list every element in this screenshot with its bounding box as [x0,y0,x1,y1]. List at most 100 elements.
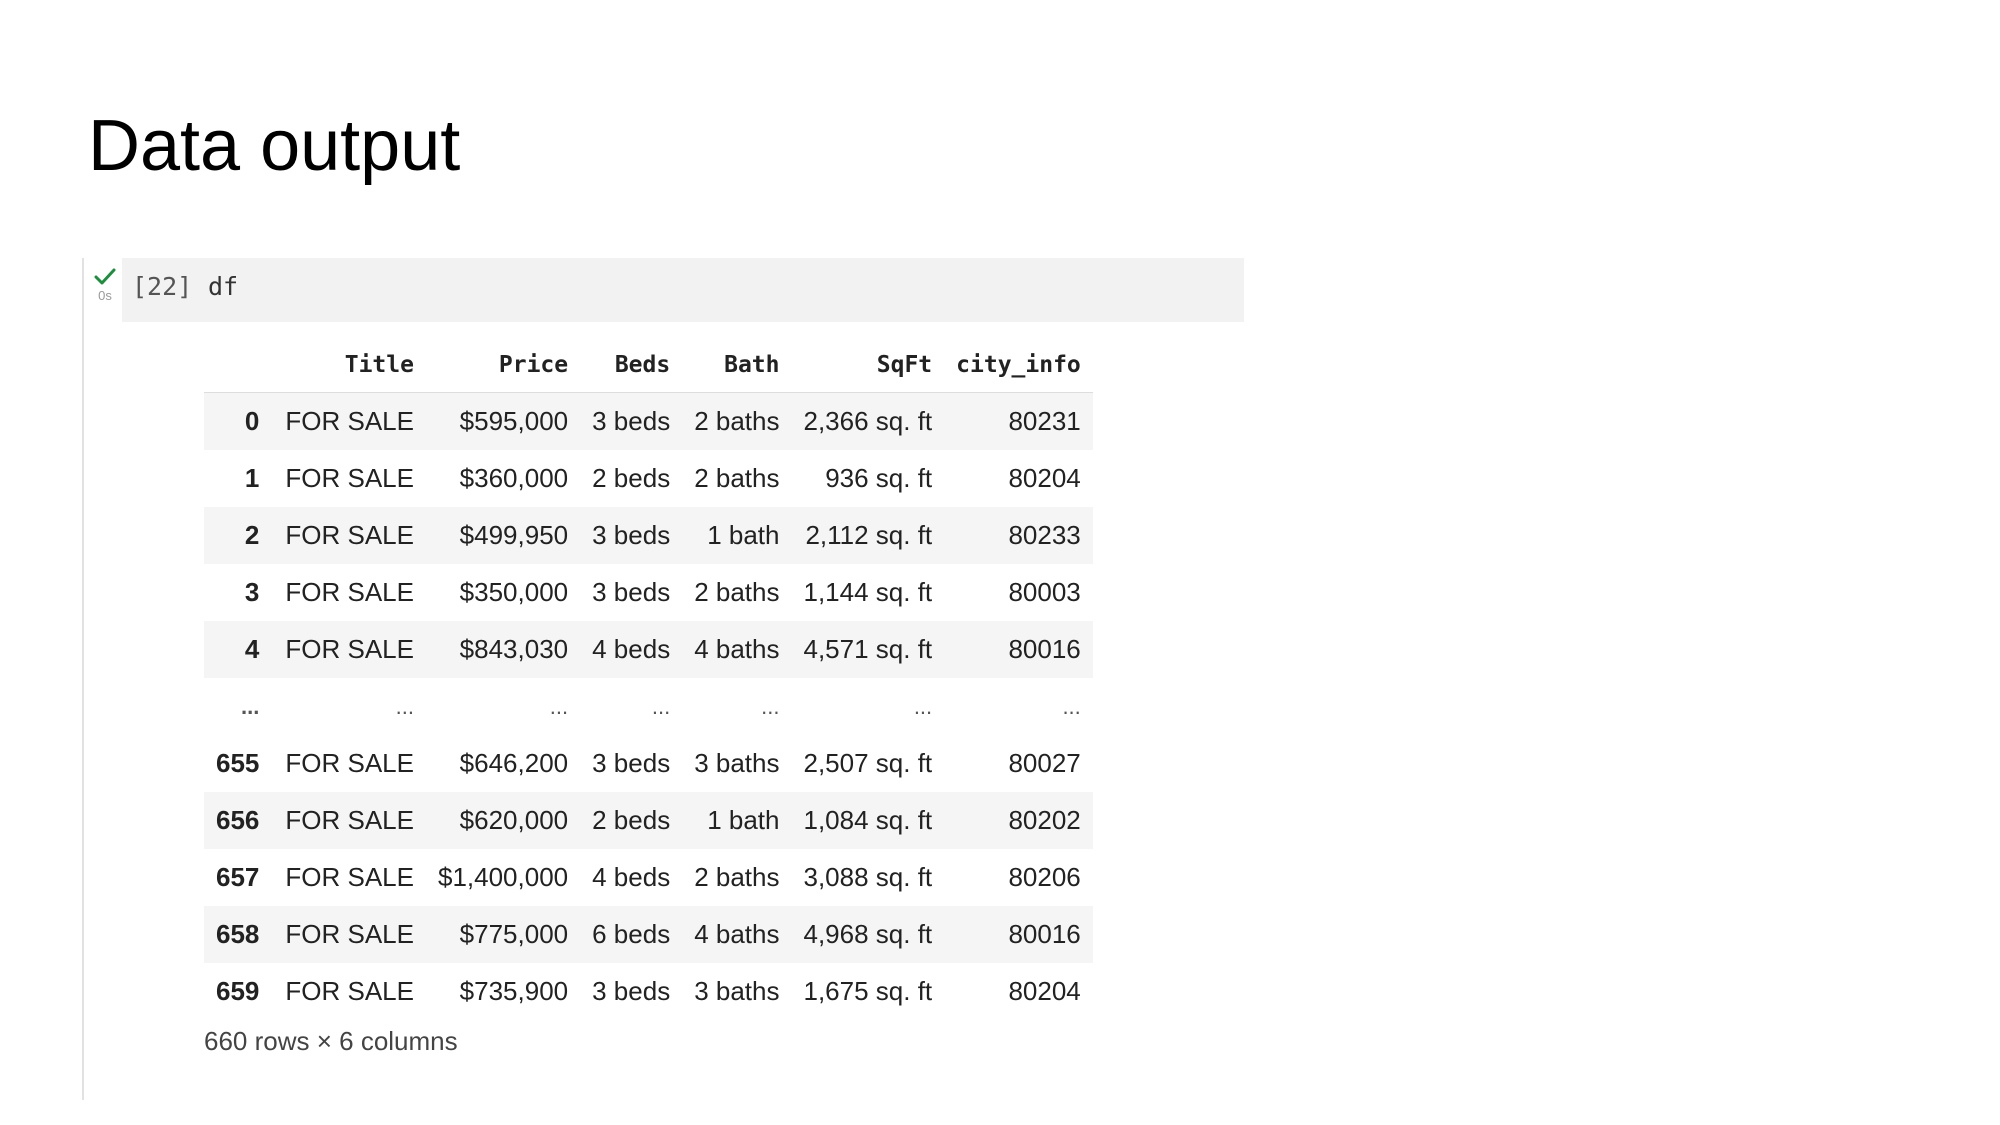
cell-bath: 1 bath [682,792,792,849]
cell-city-info: 80016 [944,906,1093,963]
cell-beds: 3 beds [592,577,671,607]
cell-sqft: 4,968 sq. ft [791,906,945,963]
table-row: 3 FOR SALE $350,000 3 beds 2 baths 1,144 sq. … [204,564,1093,621]
cell-bath: 3 baths [694,748,780,778]
cell-title: FOR SALE [273,906,426,963]
column-header-price: Price [425,338,581,393]
cell-beds: 6 beds [580,906,683,963]
cell-city-info: 80231 [944,392,1093,450]
cell-price: $350,000 [459,577,569,607]
cell-beds: 4 beds [592,862,671,892]
table-body: 0 FOR SALE $595,000 3 beds 2 baths 2,366 sq. … [204,392,1093,1021]
cell-price: $499,950 [425,507,581,564]
cell-price: ... [549,693,569,719]
cell-title: FOR SALE [285,463,414,493]
cell-title: FOR SALE [285,748,414,778]
table-row: 4 FOR SALE $843,030 4 beds 4 baths 4,571 sq. … [204,621,1093,678]
cell-output: Title Price Beds Bath SqFt city_info 0 FO… [204,338,1093,1057]
table-row: 658 FOR SALE $775,000 6 beds 4 baths 4,968 sq… [204,906,1093,963]
cell-bath: 3 baths [694,976,780,1006]
cell-beds: ... [651,693,671,719]
cell-city-info: 80016 [944,621,1093,678]
table-row: 656 FOR SALE $620,000 2 beds 1 bath 1,084 sq.… [204,792,1093,849]
cell-index: 659 [216,976,260,1006]
table-row: 655 FOR SALE $646,200 3 beds 3 baths 2,507 sq… [204,735,1093,792]
cell-city-info: 80204 [1008,976,1081,1006]
cell-title: FOR SALE [285,577,414,607]
cell-price: $620,000 [425,792,581,849]
cell-sqft: 1,084 sq. ft [791,792,945,849]
cell-price: $1,400,000 [437,862,569,892]
cell-beds: 2 beds [580,792,683,849]
cell-index: 658 [204,906,274,963]
cell-sqft: 2,112 sq. ft [791,507,945,564]
cell-price: $360,000 [459,463,569,493]
cell-bath: 2 baths [694,577,780,607]
table-row: 0 FOR SALE $595,000 3 beds 2 baths 2,366 sq. … [204,392,1093,450]
code-cell[interactable]: [22] df [122,258,1244,322]
code-editor[interactable]: df [208,272,239,301]
slide-title: Data output [88,106,461,186]
execution-count: [22] [132,272,193,301]
cell-index: 3 [244,577,260,607]
cell-index: 656 [204,792,274,849]
cell-beds: 4 beds [580,621,683,678]
cell-index: 2 [204,507,274,564]
cell-sqft: 1,675 sq. ft [803,976,933,1006]
cell-title: FOR SALE [273,507,426,564]
cell-title: ... [395,693,414,719]
cell-title: FOR SALE [273,621,426,678]
cell-bath: 4 baths [682,906,792,963]
cell-run-status[interactable]: 0s [90,268,120,303]
cell-beds: 3 beds [580,392,683,450]
cell-bath: 2 baths [694,463,780,493]
cell-city-info: 80027 [1008,748,1081,778]
table-header-row: Title Price Beds Bath SqFt city_info [204,338,1093,393]
cell-bath: ... [761,693,780,719]
table-row: 2 FOR SALE $499,950 3 beds 1 bath 2,112 sq. f… [204,507,1093,564]
table-row: 1 FOR SALE $360,000 2 beds 2 baths 936 sq. ft… [204,450,1093,507]
cell-bath: 2 baths [682,392,792,450]
cell-price: $775,000 [425,906,581,963]
cell-title: FOR SALE [273,792,426,849]
cell-sqft: ... [913,693,933,719]
cell-left-border [82,258,84,1100]
cell-price: $735,900 [459,976,569,1006]
cell-beds: 3 beds [580,507,683,564]
column-header-title: Title [273,338,426,393]
cell-price: $646,200 [459,748,569,778]
table-row: 657 FOR SALE $1,400,000 4 beds 2 baths 3,088 … [204,849,1093,906]
column-header-beds: Beds [580,338,683,393]
check-icon [94,268,116,285]
cell-sqft: 1,144 sq. ft [803,577,933,607]
dataframe-table: Title Price Beds Bath SqFt city_info 0 FO… [204,338,1093,1020]
cell-title: FOR SALE [273,392,426,450]
cell-bath: 4 baths [682,621,792,678]
cell-index: 655 [216,748,260,778]
cell-index: 4 [204,621,274,678]
cell-sqft: 3,088 sq. ft [803,862,933,892]
cell-sqft: 4,571 sq. ft [791,621,945,678]
cell-beds: 3 beds [592,748,671,778]
cell-bath: 2 baths [694,862,780,892]
table-row: ..................... [204,678,1093,735]
cell-run-time: 0s [98,288,112,303]
column-header-index [204,338,274,393]
cell-city-info: 80202 [944,792,1093,849]
cell-index: 0 [204,392,274,450]
cell-bath: 1 bath [682,507,792,564]
cell-index: ... [241,693,260,719]
cell-price: $843,030 [425,621,581,678]
table-shape-info: 660 rows × 6 columns [204,1026,458,1056]
cell-city-info: 80204 [1008,463,1081,493]
table-row: 659 FOR SALE $735,900 3 beds 3 baths 1,675 sq… [204,963,1093,1020]
column-header-sqft: SqFt [791,338,945,393]
cell-index: 657 [216,862,260,892]
cell-beds: 3 beds [592,976,671,1006]
cell-price: $595,000 [425,392,581,450]
cell-sqft: 936 sq. ft [825,463,933,493]
cell-index: 1 [244,463,260,493]
cell-sqft: 2,507 sq. ft [803,748,933,778]
cell-title: FOR SALE [285,862,414,892]
cell-sqft: 2,366 sq. ft [791,392,945,450]
